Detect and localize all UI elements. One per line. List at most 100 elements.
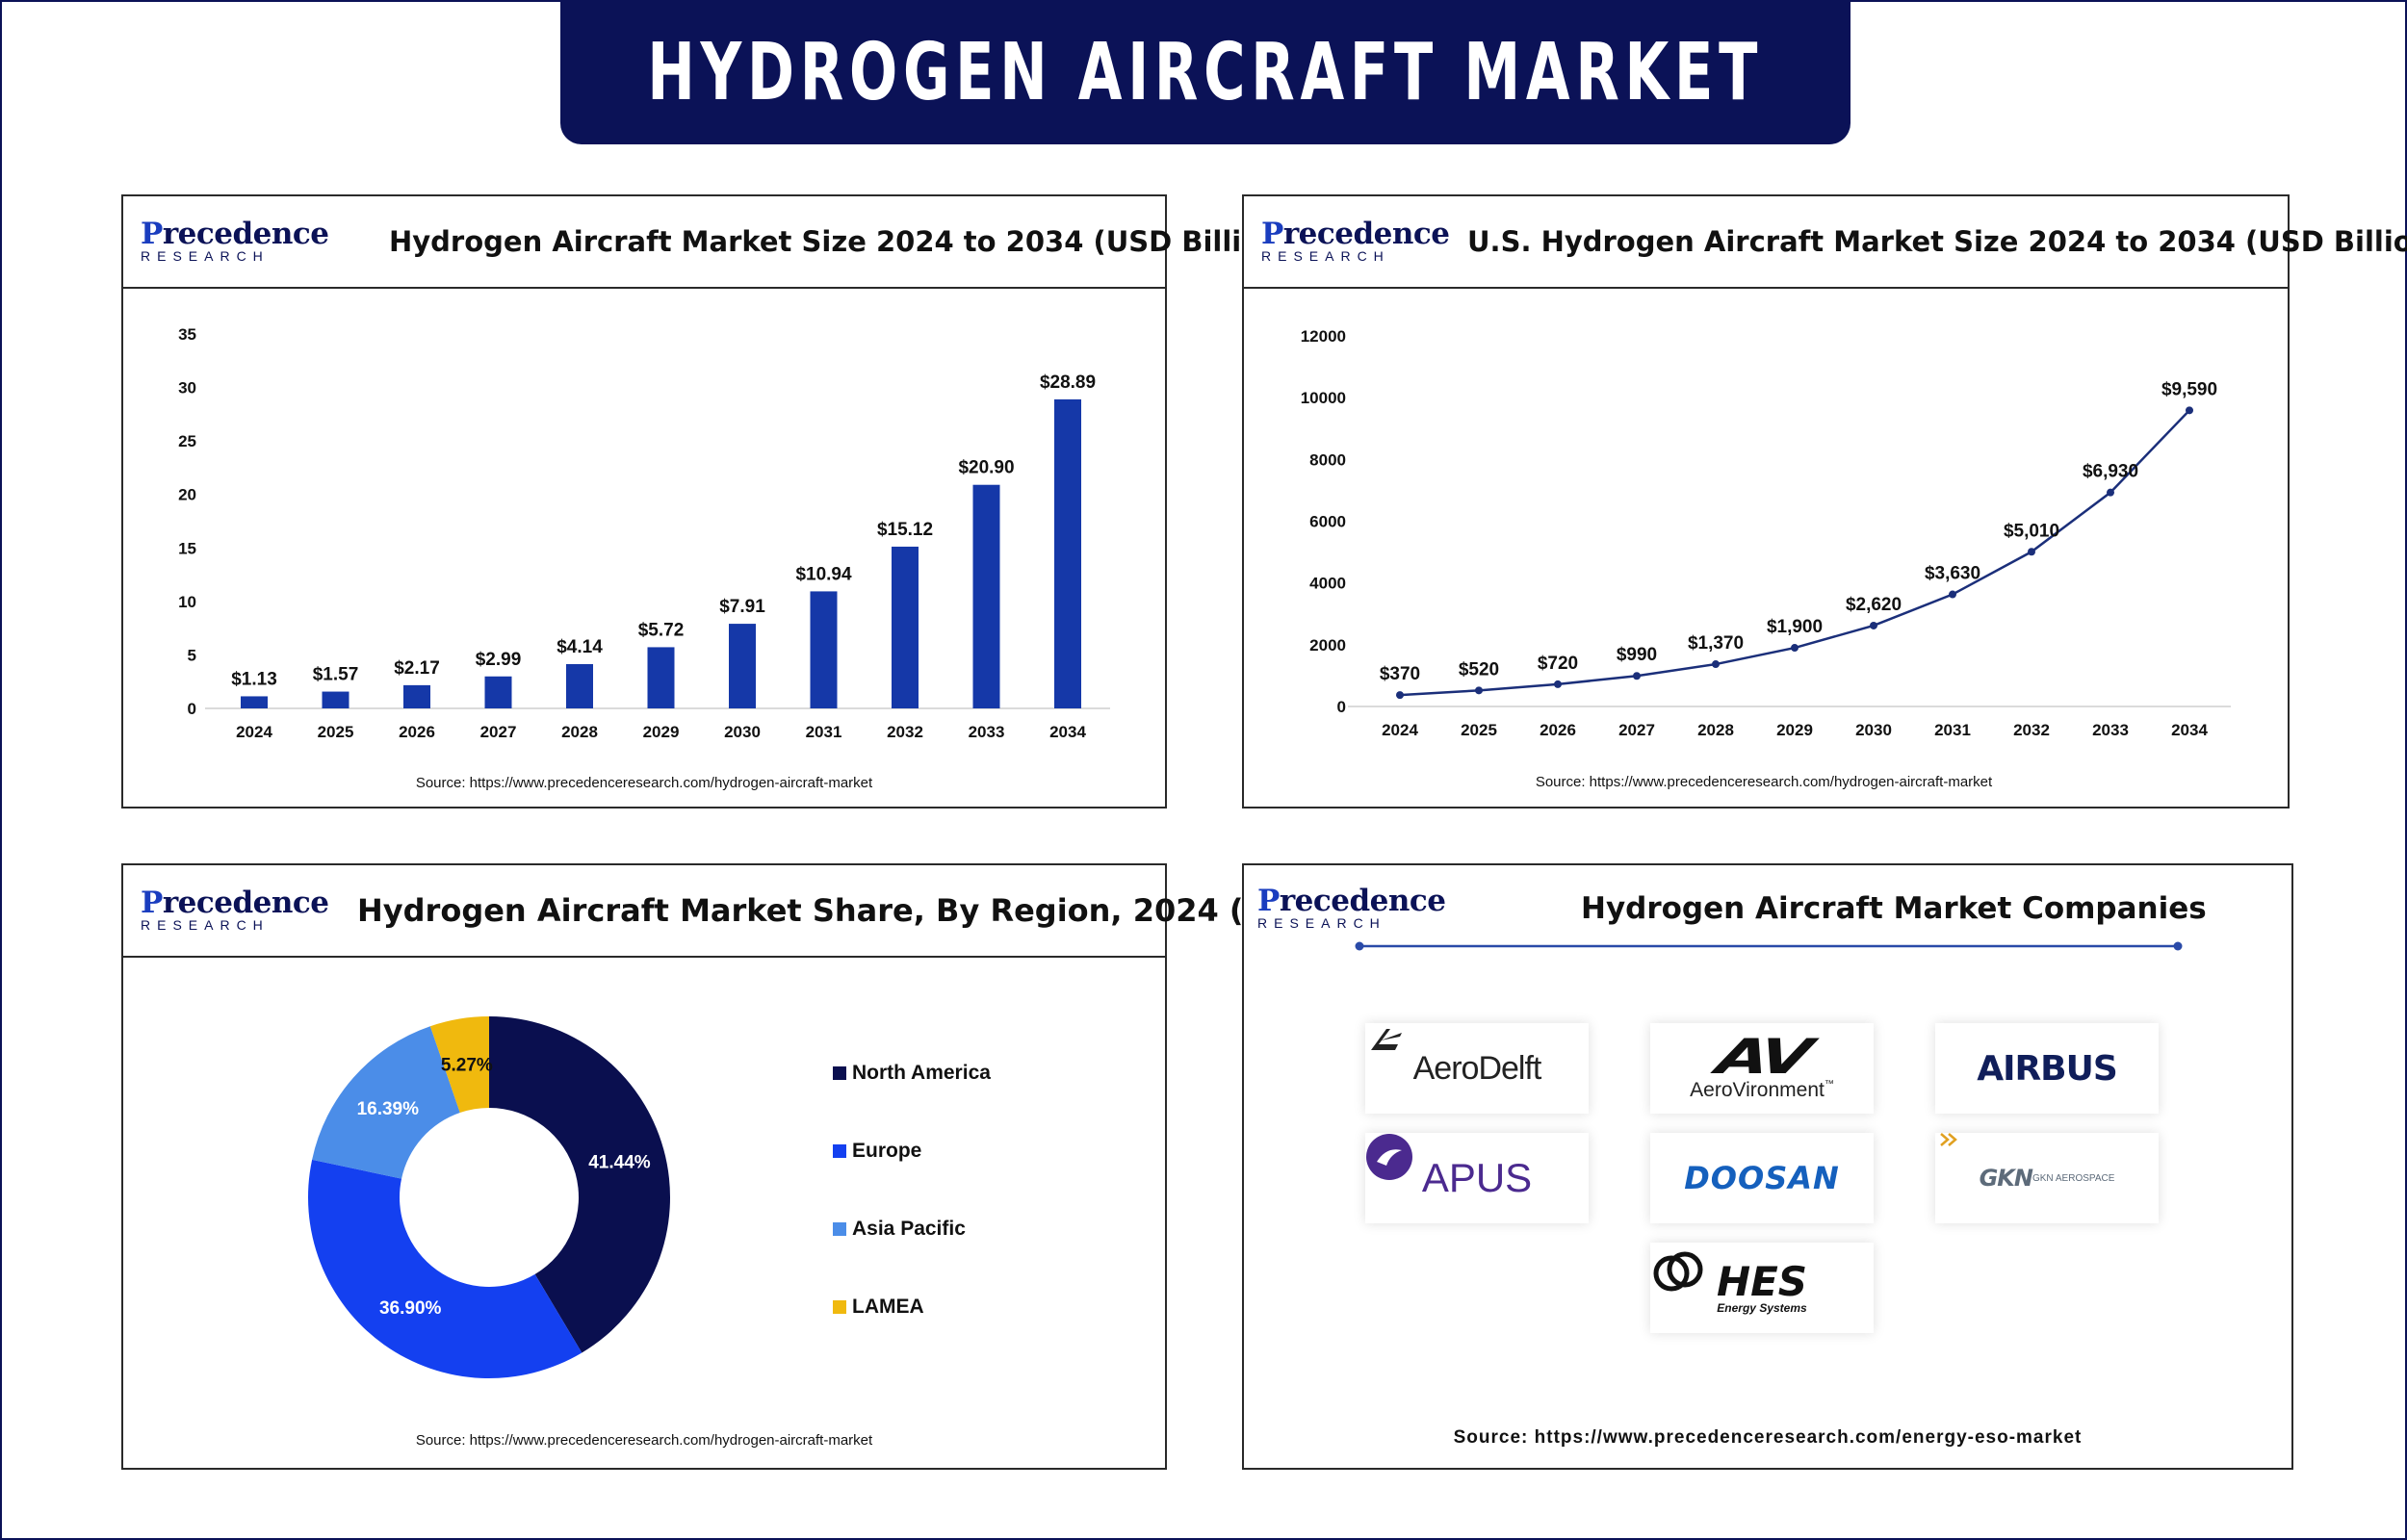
x-tick-label: 2025 <box>318 723 354 741</box>
us-market-panel: Precedence RESEARCH U.S. Hydrogen Aircra… <box>1242 194 2407 808</box>
region-share-panel: Precedence RESEARCH Hydrogen Aircraft Ma… <box>121 863 1288 1470</box>
apus-wordmark: APUS <box>1421 1155 1533 1200</box>
apus-circle-icon <box>1366 1134 1412 1180</box>
chart-title: Hydrogen Aircraft Market Size 2024 to 20… <box>389 225 1294 258</box>
data-point <box>1870 621 1877 629</box>
precedence-research-logo: Precedence RESEARCH <box>1261 217 1450 265</box>
data-label: $1,900 <box>1767 617 1823 637</box>
companies-divider: Source: https://www.precedenceresearch.c… <box>1355 941 2183 1448</box>
x-tick-label: 2027 <box>480 723 517 741</box>
x-tick-label: 2026 <box>399 723 435 741</box>
panel-header: Precedence RESEARCH Hydrogen Aircraft Ma… <box>123 196 1293 289</box>
data-label: $28.89 <box>1040 372 1096 393</box>
data-point <box>1475 686 1483 695</box>
data-label: $2.17 <box>394 658 440 679</box>
slice-label: 36.90% <box>379 1298 442 1319</box>
y-tick-label: 35 <box>178 325 196 344</box>
slice <box>312 1026 460 1179</box>
bar <box>647 647 675 708</box>
x-tick-label: 2030 <box>1855 721 1892 739</box>
data-label: $9,590 <box>2161 379 2217 399</box>
slice-label: 5.27% <box>441 1055 493 1075</box>
gkn-wordmark: GKN <box>1979 1165 2033 1192</box>
aerodelft-wordmark: AeroDelft <box>1412 1049 1542 1087</box>
page-title: HYDROGEN AIRCRAFT MARKET <box>647 26 1764 118</box>
aerodelft-wing-icon <box>1371 1029 1402 1050</box>
source-text: Source: https://www.precedenceresearch.c… <box>1536 774 1993 790</box>
data-point <box>1791 644 1799 653</box>
hes-subtext: Energy Systems <box>1717 1301 1807 1315</box>
data-label: $20.90 <box>958 458 1014 478</box>
data-label: $1.57 <box>313 665 359 685</box>
data-label: $3,630 <box>1925 564 1980 584</box>
x-tick-label: 2024 <box>236 723 272 741</box>
y-tick-label: 4000 <box>1309 575 1346 593</box>
slice-label: 16.39% <box>357 1099 420 1119</box>
bar <box>322 691 349 708</box>
company-logo-hes: HES Energy Systems <box>1650 1243 1874 1333</box>
panel-header: Precedence RESEARCH Hydrogen Aircraft Ma… <box>123 865 1288 958</box>
precedence-research-logo: Precedence RESEARCH <box>1257 884 1446 932</box>
data-label: $6,930 <box>2083 462 2138 482</box>
bar <box>972 484 1000 708</box>
x-tick-label: 2033 <box>2092 721 2129 739</box>
precedence-research-logo: Precedence RESEARCH <box>141 886 329 934</box>
companies-panel: Precedence RESEARCH Hydrogen Aircraft Ma… <box>1242 863 2293 1470</box>
y-tick-label: 10000 <box>1301 389 1346 407</box>
data-point <box>1396 691 1404 700</box>
hes-wordmark: HES <box>1716 1258 1808 1305</box>
legend-label: North America <box>852 1062 991 1084</box>
data-point <box>2028 548 2035 556</box>
y-tick-label: 6000 <box>1309 513 1346 531</box>
slice-label: 41.44% <box>588 1153 651 1173</box>
data-point <box>2107 488 2114 497</box>
legend-label: Asia Pacific <box>852 1218 966 1240</box>
slice <box>489 1016 670 1353</box>
data-label: $15.12 <box>877 520 933 540</box>
legend-label: Europe <box>852 1140 921 1162</box>
data-point <box>1554 680 1562 688</box>
series-line <box>1399 409 2190 697</box>
data-point <box>2186 406 2193 415</box>
y-tick-label: 15 <box>178 539 196 557</box>
y-tick-label: 30 <box>178 379 196 398</box>
y-tick-label: 8000 <box>1309 450 1346 469</box>
y-tick-label: 12000 <box>1301 327 1346 346</box>
data-label: $720 <box>1538 654 1578 674</box>
chart-title: Hydrogen Aircraft Market Share, By Regio… <box>357 892 1289 929</box>
market-size-panel: Precedence RESEARCH Hydrogen Aircraft Ma… <box>121 194 1293 808</box>
x-tick-label: 2034 <box>2171 721 2208 739</box>
companies-title: Hydrogen Aircraft Market Companies <box>1581 891 2207 926</box>
x-tick-label: 2034 <box>1049 723 1086 741</box>
aerovironment-av-icon: AV <box>1712 1029 1812 1085</box>
legend-label: LAMEA <box>852 1296 924 1318</box>
precedence-research-logo: Precedence RESEARCH <box>141 217 329 265</box>
chart-title: U.S. Hydrogen Aircraft Market Size 2024 … <box>1467 225 2407 258</box>
data-point <box>1949 590 1956 599</box>
bar <box>241 696 268 708</box>
panel-header: Precedence RESEARCH U.S. Hydrogen Aircra… <box>1244 196 2407 289</box>
line-chart: Source: https://www.precedenceresearch.c… <box>1301 327 2231 790</box>
hes-rings-icon <box>1653 1251 1703 1292</box>
data-label: $2.99 <box>476 650 522 670</box>
x-tick-label: 2031 <box>1934 721 1971 739</box>
x-tick-label: 2028 <box>561 723 598 741</box>
y-tick-label: 2000 <box>1309 636 1346 654</box>
bar-chart: Source: https://www.precedenceresearch.c… <box>178 325 1110 791</box>
data-label: $10.94 <box>795 564 852 584</box>
donut-chart: Source: https://www.precedenceresearch.c… <box>307 1016 991 1449</box>
slice <box>307 1159 582 1378</box>
title-banner: HYDROGEN AIRCRAFT MARKET <box>560 0 1851 144</box>
x-tick-label: 2032 <box>887 723 923 741</box>
x-tick-label: 2028 <box>1697 721 1734 739</box>
legend-swatch <box>833 1222 846 1236</box>
x-tick-label: 2032 <box>2013 721 2050 739</box>
data-label: $370 <box>1380 664 1420 684</box>
aerovironment-wordmark: AeroVironment™ <box>1690 1079 1834 1101</box>
data-label: $1,370 <box>1688 633 1744 654</box>
y-tick-label: 20 <box>178 486 196 504</box>
data-label: $5.72 <box>638 620 685 640</box>
bar <box>484 676 512 708</box>
data-label: $4.14 <box>556 637 603 657</box>
data-label: $520 <box>1459 659 1499 680</box>
